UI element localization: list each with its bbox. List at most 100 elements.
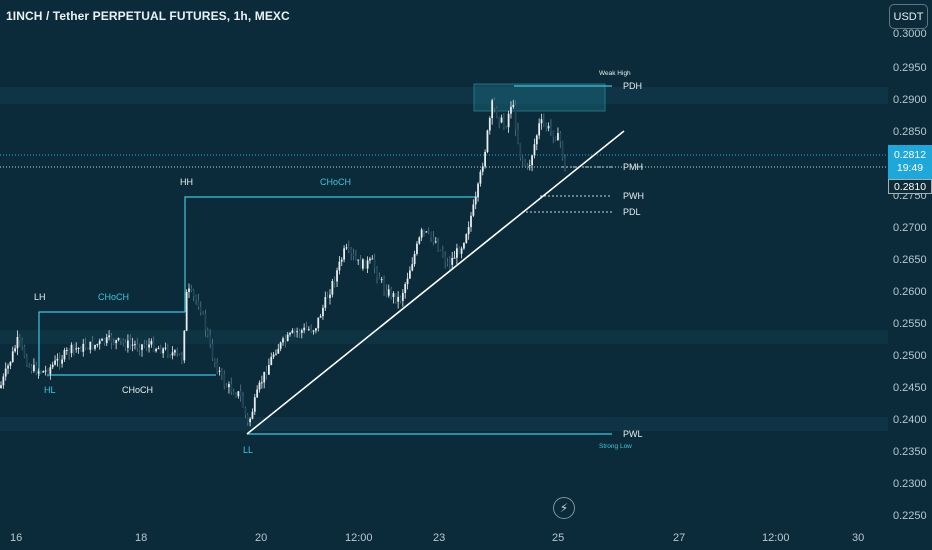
candle-body xyxy=(298,331,301,333)
candle-body xyxy=(336,270,338,282)
price-tick-label: 0.2300 xyxy=(893,478,927,490)
candle-body xyxy=(138,347,141,350)
candle-body xyxy=(145,345,148,348)
candle-body xyxy=(441,250,444,257)
candle-body xyxy=(129,340,132,345)
candle-body xyxy=(216,362,219,372)
price-tick-label: 0.2950 xyxy=(893,62,927,74)
candle-body xyxy=(564,158,566,168)
price-tick-label: 0.2650 xyxy=(893,254,927,266)
candle-body xyxy=(505,126,508,128)
candle-body xyxy=(510,106,512,114)
candle-body xyxy=(75,348,78,350)
candle-body xyxy=(359,259,362,269)
candle-body xyxy=(152,341,155,352)
candle-body xyxy=(498,117,501,123)
candle-body xyxy=(448,262,451,265)
candle-body xyxy=(538,123,541,136)
time-tick-label: 18 xyxy=(135,532,147,544)
candle-body xyxy=(183,330,186,361)
marker-price-tag: 0.2810 xyxy=(888,179,932,194)
candle-body xyxy=(7,365,9,369)
candle-body xyxy=(420,229,423,238)
candle-body xyxy=(444,256,447,263)
candle-body xyxy=(385,290,388,296)
price-tick-label: 0.2600 xyxy=(893,286,927,298)
candle-body xyxy=(453,257,456,259)
currency-button[interactable]: USDT xyxy=(889,4,928,29)
candle-body xyxy=(300,330,303,333)
candle-body xyxy=(394,293,397,302)
candle-body xyxy=(392,293,395,298)
candle-body xyxy=(195,296,197,301)
candle-body xyxy=(44,370,47,372)
candle-body xyxy=(474,197,477,205)
time-tick-label: 12:00 xyxy=(345,532,373,544)
candle-body xyxy=(35,364,38,374)
structure-lines xyxy=(38,85,612,435)
price-tick-label: 0.2550 xyxy=(893,318,927,330)
candle-body xyxy=(369,258,371,261)
candle-body xyxy=(143,344,146,346)
price-tick-label: 0.2450 xyxy=(893,382,927,394)
candle-body xyxy=(547,125,550,129)
candle-body xyxy=(87,348,89,350)
candle-body xyxy=(472,204,475,216)
pdh-label: PDH xyxy=(623,81,642,91)
candle-body xyxy=(63,350,66,360)
candle-body xyxy=(242,396,244,408)
candle-body xyxy=(70,344,73,354)
countdown-timer: 19:49 xyxy=(896,162,924,174)
price-tick-label: 0.2350 xyxy=(893,446,927,458)
candle-body xyxy=(209,335,212,344)
candle-body xyxy=(409,270,411,279)
candle-body xyxy=(357,259,360,261)
candle-body xyxy=(404,284,407,294)
candle-body xyxy=(159,348,162,354)
candle-body xyxy=(451,257,454,265)
candle-body xyxy=(77,347,80,349)
candle-body xyxy=(91,341,94,349)
candle-body xyxy=(244,407,247,415)
chart-title: 1INCH / Tether PERPETUAL FUTURES, 1h, ME… xyxy=(6,9,290,23)
time-tick-label: 23 xyxy=(433,532,445,544)
candle-body xyxy=(495,107,498,118)
candle-body xyxy=(312,330,315,332)
candle-body xyxy=(221,370,223,375)
candle-body xyxy=(202,312,204,314)
candle-body xyxy=(397,296,400,302)
candle-body xyxy=(423,229,425,232)
price-tick-label: 0.2900 xyxy=(893,94,927,106)
candle-body xyxy=(28,365,31,367)
candle-body xyxy=(484,151,486,167)
candle-body xyxy=(488,118,491,131)
candle-body xyxy=(519,143,522,159)
candle-body xyxy=(37,371,40,374)
candle-body xyxy=(56,358,59,361)
candle-body xyxy=(256,389,259,398)
candle-body xyxy=(190,288,193,291)
candle-body xyxy=(561,141,564,159)
price-tick-label: 0.2250 xyxy=(893,510,927,522)
candle-body xyxy=(164,347,167,349)
lightning-icon[interactable]: ⚡︎ xyxy=(553,497,575,519)
candle-body xyxy=(2,376,5,386)
candle-body xyxy=(82,343,85,352)
candle-body xyxy=(324,297,327,308)
last-price-tag: 0.2812 19:49 xyxy=(888,145,932,179)
candle-body xyxy=(371,258,374,260)
candle-body xyxy=(237,391,240,397)
lh-label: LH xyxy=(34,292,46,302)
candle-body xyxy=(176,350,179,354)
trendline[interactable] xyxy=(246,130,625,435)
candle-body xyxy=(434,241,437,243)
time-tick-label: 27 xyxy=(673,532,685,544)
candle-body xyxy=(413,253,416,265)
order-block-box xyxy=(473,83,606,112)
candle-body xyxy=(477,183,479,198)
candle-body xyxy=(16,336,19,349)
candle-body xyxy=(204,313,207,330)
candle-body xyxy=(531,155,533,166)
candles-layer xyxy=(0,97,566,427)
